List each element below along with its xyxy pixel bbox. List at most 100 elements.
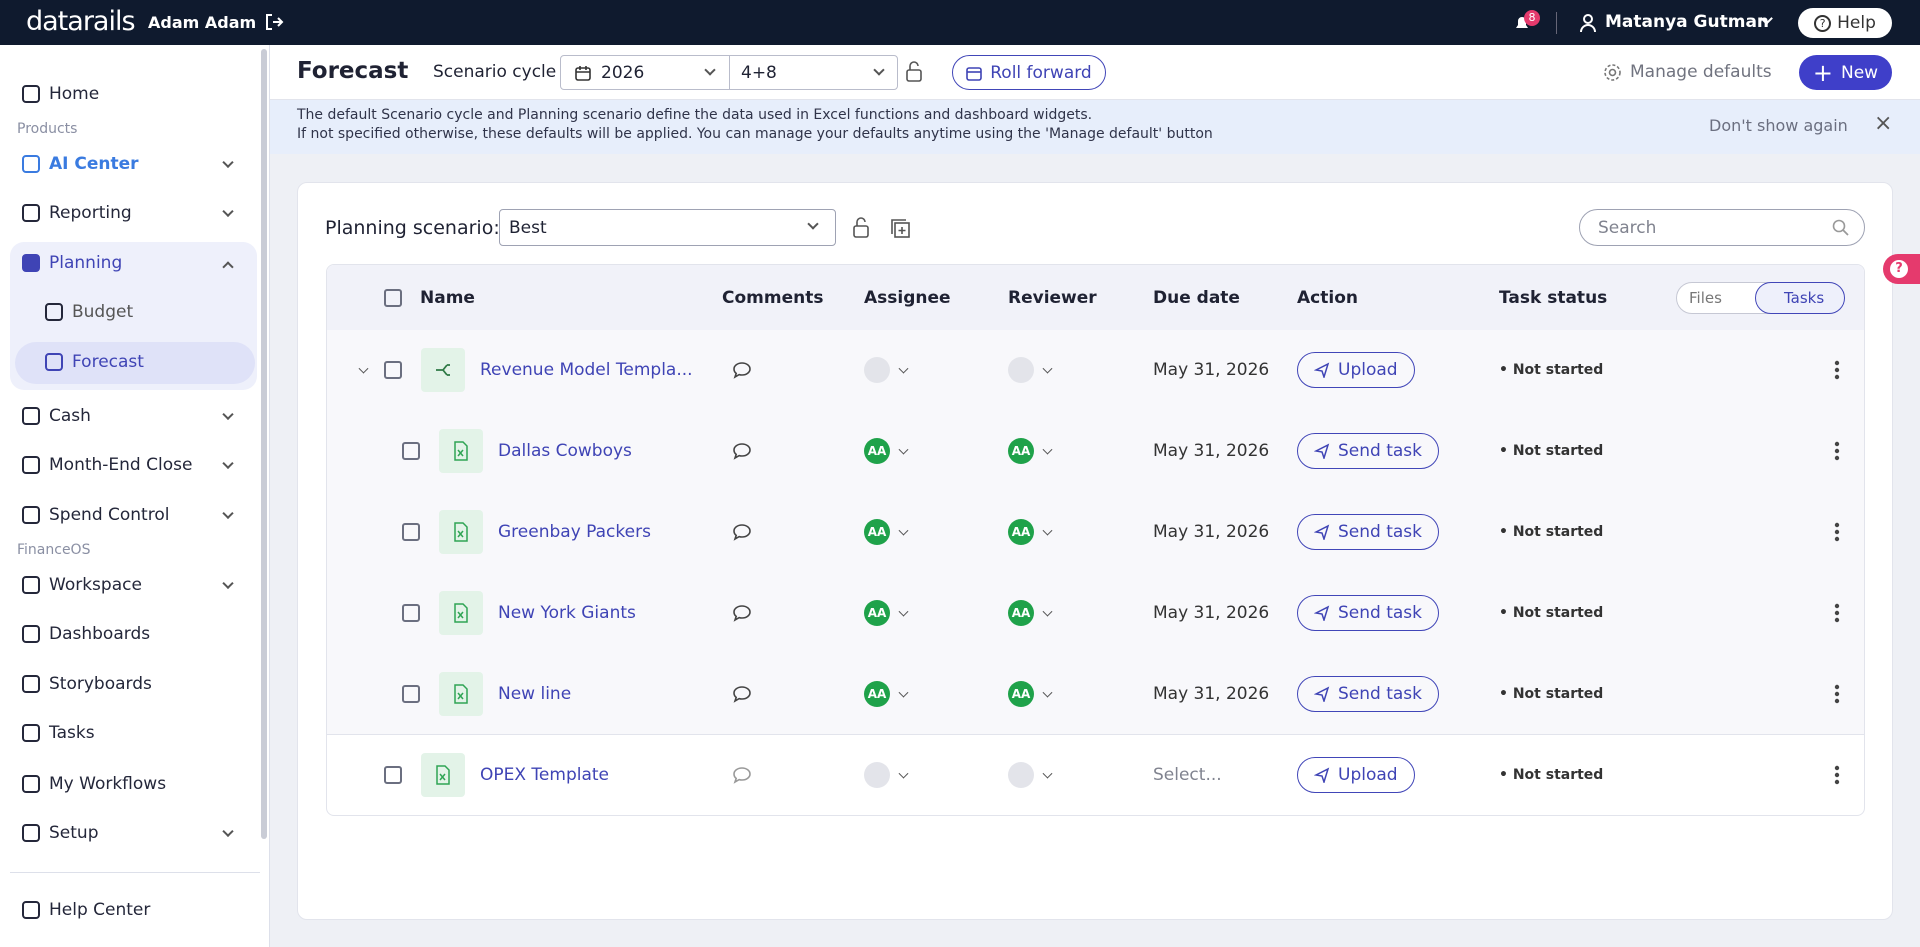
action-button[interactable]: Send task: [1297, 676, 1440, 712]
row-name[interactable]: Dallas Cowboys: [498, 441, 632, 461]
logout-icon[interactable]: [264, 12, 284, 32]
row-menu[interactable]: [1834, 684, 1840, 708]
chevron: [704, 64, 716, 76]
nav-item[interactable]: Home: [49, 84, 100, 104]
comment-glyph: [733, 686, 751, 703]
nav-item[interactable]: Setup: [49, 823, 99, 843]
assignee-avatar[interactable]: AA: [864, 438, 890, 464]
nav-item[interactable]: Month-End Close: [49, 455, 193, 475]
row-menu[interactable]: [1834, 765, 1840, 789]
comment-glyph: [733, 767, 751, 784]
nav-item[interactable]: Dashboards: [49, 624, 151, 644]
nav-item[interactable]: Storyboards: [49, 674, 152, 694]
row-name[interactable]: OPEX Template: [480, 765, 609, 785]
nav-item[interactable]: Tasks: [49, 723, 95, 743]
comment-icon[interactable]: [732, 361, 752, 383]
action-button[interactable]: Upload: [1297, 352, 1415, 388]
action-label: Upload: [1338, 765, 1398, 785]
comment-icon[interactable]: [732, 604, 752, 626]
due-date[interactable]: Select...: [1153, 765, 1222, 785]
checkbox[interactable]: [384, 766, 402, 784]
nav-item[interactable]: Help Center: [49, 900, 151, 920]
nav-icon: [22, 724, 40, 742]
nav-icon: [22, 576, 40, 594]
toggle-files[interactable]: Files: [1689, 289, 1722, 307]
checkbox[interactable]: [384, 361, 402, 379]
nav-item[interactable]: Spend Control: [49, 505, 170, 525]
sidebar: Home Products AI Center Reporting Planning Bu…: [0, 45, 270, 947]
user-name[interactable]: Matanya Gutman: [1605, 12, 1770, 32]
row-menu[interactable]: [1834, 441, 1840, 465]
row-name[interactable]: Greenbay Packers: [498, 522, 651, 542]
scenario-select[interactable]: 2026 4+8: [560, 55, 898, 90]
scenario-select[interactable]: Best: [499, 209, 836, 246]
nav-item[interactable]: AI Center: [49, 154, 139, 174]
checkbox[interactable]: [402, 523, 420, 541]
lock-icon[interactable]: [853, 217, 869, 239]
reviewer-avatar[interactable]: [1008, 357, 1034, 383]
dismiss-link[interactable]: Don't show again: [1709, 116, 1848, 135]
nav-item[interactable]: Reporting: [49, 203, 132, 223]
nav-item[interactable]: Planning: [49, 253, 123, 273]
row-menu[interactable]: [1834, 603, 1840, 627]
reviewer-avatar[interactable]: AA: [1008, 681, 1034, 707]
checkbox[interactable]: [402, 685, 420, 703]
plus-icon: +: [1812, 58, 1833, 87]
help-button[interactable]: ? Help: [1798, 8, 1892, 38]
column-header: Due date: [1153, 288, 1240, 308]
help-label: Help: [1837, 13, 1876, 33]
nav-icon: [45, 353, 63, 371]
assignee-avatar[interactable]: [864, 357, 890, 383]
checkbox[interactable]: [384, 289, 402, 307]
reviewer-avatar[interactable]: AA: [1008, 519, 1034, 545]
comment-icon[interactable]: [732, 442, 752, 464]
checkbox[interactable]: [402, 442, 420, 460]
comment-glyph: [733, 443, 751, 460]
row-name[interactable]: New line: [498, 684, 572, 704]
task-status: Not started: [1499, 362, 1604, 378]
excel-glyph: [436, 765, 450, 785]
reviewer-avatar[interactable]: AA: [1008, 438, 1034, 464]
checkbox[interactable]: [402, 604, 420, 622]
row-menu[interactable]: [1834, 360, 1840, 384]
help-tab-icon: ?: [1890, 260, 1908, 278]
assignee-avatar[interactable]: AA: [864, 519, 890, 545]
action-button[interactable]: Upload: [1297, 757, 1415, 793]
nav-item[interactable]: Budget: [72, 302, 134, 322]
action-button[interactable]: Send task: [1297, 514, 1440, 550]
roll-forward-button[interactable]: Roll forward: [952, 55, 1106, 90]
comment-icon[interactable]: [732, 523, 752, 545]
reviewer-avatar[interactable]: [1008, 762, 1034, 788]
nav-item[interactable]: Workspace: [49, 575, 142, 595]
row-menu[interactable]: [1834, 522, 1840, 546]
comment-icon[interactable]: [732, 685, 752, 707]
search-box[interactable]: Search: [1579, 209, 1865, 246]
assignee-avatar[interactable]: AA: [864, 681, 890, 707]
search-placeholder: Search: [1598, 218, 1657, 238]
new-button[interactable]: + New: [1799, 55, 1892, 90]
row-name[interactable]: New York Giants: [498, 603, 636, 623]
assignee-avatar[interactable]: AA: [864, 600, 890, 626]
add-icon[interactable]: [891, 219, 911, 239]
nav-item[interactable]: My Workflows: [49, 774, 167, 794]
excel-glyph: [454, 684, 468, 704]
reviewer-avatar[interactable]: AA: [1008, 600, 1034, 626]
nav-item[interactable]: Cash: [49, 406, 91, 426]
action-button[interactable]: Send task: [1297, 433, 1440, 469]
toggle-tasks-label: Tasks: [1784, 289, 1825, 307]
manage-defaults[interactable]: Manage defaults: [1630, 62, 1772, 82]
user-icon: [1580, 14, 1596, 33]
nav-icon: [22, 155, 40, 173]
close-icon[interactable]: ×: [1874, 111, 1893, 136]
assignee-avatar[interactable]: [864, 762, 890, 788]
row-name[interactable]: Revenue Model Templa...: [480, 360, 693, 380]
lock-icon[interactable]: [906, 61, 922, 83]
nav-item[interactable]: Forecast: [72, 352, 144, 372]
help-tab[interactable]: ?: [1883, 254, 1920, 284]
toggle-tasks[interactable]: Tasks: [1755, 282, 1845, 314]
comment-icon[interactable]: [732, 766, 752, 788]
action-button[interactable]: Send task: [1297, 595, 1440, 631]
nav-icon: [22, 204, 40, 222]
workspace-name[interactable]: Adam Adam: [148, 13, 257, 32]
